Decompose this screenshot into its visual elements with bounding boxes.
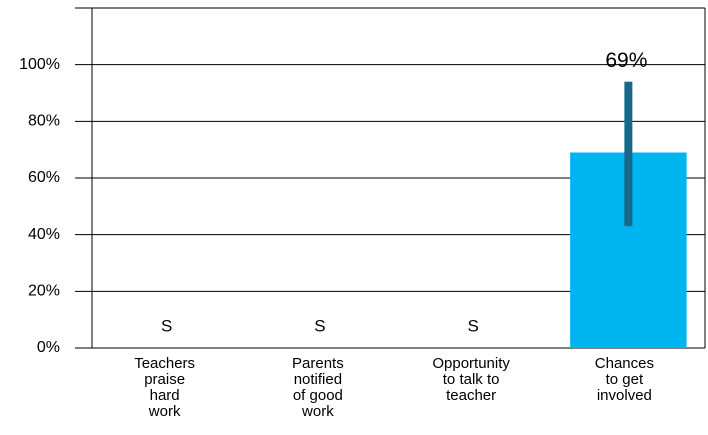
x-tick-label: Parents (292, 355, 344, 372)
x-tick-label: Teachers (134, 355, 195, 372)
x-tick-label: teacher (446, 387, 496, 404)
x-tick-label: hard (150, 387, 180, 404)
value-label: 69% (605, 49, 647, 72)
x-tick-label: praise (144, 371, 185, 388)
x-tick-label: of good (293, 387, 343, 404)
error-bar (624, 81, 633, 227)
x-tick-label: involved (597, 387, 652, 404)
x-tick-label: Opportunity (432, 355, 510, 372)
x-tick-label: to talk to (443, 371, 500, 388)
value-label: S (161, 316, 172, 335)
x-tick-label: notified (294, 371, 342, 388)
y-tick-label: 40% (28, 226, 60, 243)
y-tick-label: 60% (28, 169, 60, 186)
y-tick-label: 100% (19, 56, 60, 73)
value-label: S (314, 316, 325, 335)
y-tick-label: 20% (28, 283, 60, 300)
x-tick-label: work (148, 403, 181, 420)
value-label: S (467, 316, 478, 335)
x-tick-label: work (301, 403, 334, 420)
x-tick-label: to get (606, 371, 644, 388)
y-tick-label: 0% (37, 339, 60, 356)
x-tick-label: Chances (595, 355, 654, 372)
y-tick-label: 80% (28, 113, 60, 130)
